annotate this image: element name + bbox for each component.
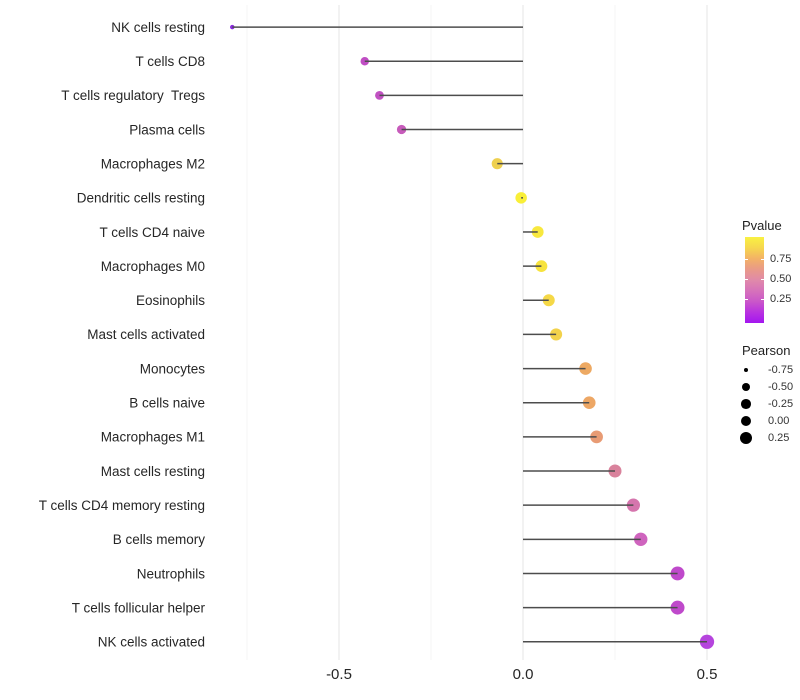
- category-label: Monocytes: [140, 361, 206, 376]
- category-label: Macrophages M2: [101, 156, 205, 171]
- pvalue-tick-label: 0.50: [770, 273, 792, 285]
- x-tick-label: 0.0: [513, 666, 534, 683]
- pearson-size-label: -0.50: [768, 381, 794, 393]
- category-label: Neutrophils: [137, 566, 206, 581]
- pvalue-tick-label: 0.75: [770, 253, 792, 265]
- pearson-size-label: 0.00: [768, 415, 790, 427]
- category-label: Dendritic cells resting: [77, 191, 205, 206]
- pearson-size-label: 0.25: [768, 432, 790, 444]
- pvalue-tick-mark: [745, 299, 748, 300]
- pvalue-legend-title: Pvalue: [742, 218, 782, 233]
- pvalue-tick-label: 0.25: [770, 293, 792, 305]
- category-label: B cells naive: [129, 396, 205, 411]
- category-label: NK cells resting: [111, 20, 205, 35]
- pearson-size-label: -0.25: [768, 398, 794, 410]
- category-label: T cells follicular helper: [72, 600, 206, 615]
- x-tick-label: -0.5: [326, 666, 352, 683]
- category-label: Macrophages M0: [101, 259, 205, 274]
- category-label: Macrophages M1: [101, 430, 205, 445]
- category-label: T cells CD4 naive: [99, 225, 205, 240]
- pearson-size-dot: [742, 383, 750, 391]
- pearson-size-dot: [739, 431, 753, 445]
- pvalue-tick-mark: [761, 279, 764, 280]
- category-label: B cells memory: [113, 532, 206, 547]
- category-label: Mast cells resting: [101, 464, 205, 479]
- category-label: T cells CD8: [135, 54, 205, 69]
- category-label: Eosinophils: [136, 293, 205, 308]
- pearson-size-dot: [740, 415, 752, 427]
- pearson-size-dot: [743, 367, 749, 373]
- pearson-size-dot: [741, 399, 751, 409]
- pearson-legend-title: Pearson: [742, 343, 791, 358]
- category-label: T cells regulatory Tregs: [61, 88, 205, 103]
- category-label: Plasma cells: [129, 122, 205, 137]
- pvalue-tick-mark: [745, 259, 748, 260]
- pvalue-tick-mark: [745, 279, 748, 280]
- pvalue-tick-mark: [761, 259, 764, 260]
- pvalue-gradient-bar: [745, 237, 764, 323]
- category-label: Mast cells activated: [87, 327, 205, 342]
- pvalue-tick-mark: [761, 299, 764, 300]
- category-label: NK cells activated: [98, 635, 205, 650]
- category-label: T cells CD4 memory resting: [39, 498, 205, 513]
- x-tick-label: 0.5: [697, 666, 718, 683]
- pearson-size-label: -0.75: [768, 364, 794, 376]
